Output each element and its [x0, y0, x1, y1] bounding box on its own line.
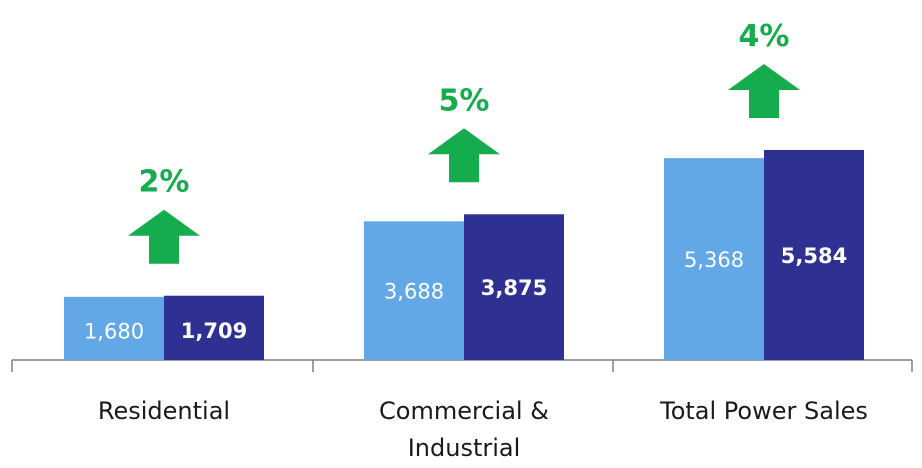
growth-percent-label: 5% [439, 83, 490, 118]
up-arrow-icon [128, 209, 200, 264]
labels-layer: 1,680 1,709 2% Residential 3,688 3,875 5% Comme… [84, 19, 868, 462]
growth-percent-label: 4% [739, 19, 790, 54]
bar-value-label: 3,875 [481, 276, 547, 300]
x-tick-label: Total Power Sales [659, 397, 868, 425]
bar-value-label: 1,709 [181, 319, 247, 343]
bar-value-label: 5,584 [781, 244, 847, 268]
x-tick-label: Commercial & [379, 397, 549, 425]
up-arrow-icon [728, 64, 800, 118]
bar-value-label: 1,680 [84, 319, 144, 343]
up-arrow-icon [428, 128, 500, 183]
bar-series-1 [64, 296, 164, 360]
bar-value-label: 3,688 [384, 280, 444, 304]
bar-value-label: 5,368 [684, 248, 744, 272]
bar-series-1 [664, 158, 764, 360]
x-tick-label: Industrial [408, 434, 521, 462]
bars-layer [64, 150, 864, 360]
x-tick-label: Residential [98, 397, 230, 425]
bar-series-1 [364, 221, 464, 360]
bar-series-2 [164, 295, 264, 360]
bar-series-2 [464, 214, 564, 360]
growth-percent-label: 2% [139, 165, 190, 200]
bar-series-2 [764, 150, 864, 360]
